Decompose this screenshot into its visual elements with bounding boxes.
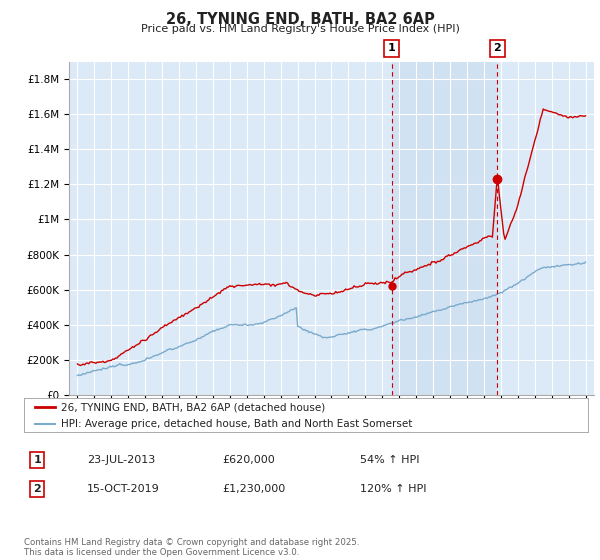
- Text: HPI: Average price, detached house, Bath and North East Somerset: HPI: Average price, detached house, Bath…: [61, 419, 412, 428]
- Text: 26, TYNING END, BATH, BA2 6AP: 26, TYNING END, BATH, BA2 6AP: [166, 12, 434, 27]
- Text: Price paid vs. HM Land Registry's House Price Index (HPI): Price paid vs. HM Land Registry's House …: [140, 24, 460, 34]
- Text: 54% ↑ HPI: 54% ↑ HPI: [360, 455, 419, 465]
- Text: Contains HM Land Registry data © Crown copyright and database right 2025.
This d: Contains HM Land Registry data © Crown c…: [24, 538, 359, 557]
- Text: £1,230,000: £1,230,000: [222, 484, 285, 494]
- Text: 15-OCT-2019: 15-OCT-2019: [87, 484, 160, 494]
- Text: 1: 1: [388, 43, 395, 53]
- Text: £620,000: £620,000: [222, 455, 275, 465]
- Text: 23-JUL-2013: 23-JUL-2013: [87, 455, 155, 465]
- Text: 2: 2: [493, 43, 501, 53]
- Text: 26, TYNING END, BATH, BA2 6AP (detached house): 26, TYNING END, BATH, BA2 6AP (detached …: [61, 402, 325, 412]
- Text: 1: 1: [34, 455, 41, 465]
- Text: 120% ↑ HPI: 120% ↑ HPI: [360, 484, 427, 494]
- Text: 2: 2: [34, 484, 41, 494]
- Bar: [392, 62, 497, 395]
